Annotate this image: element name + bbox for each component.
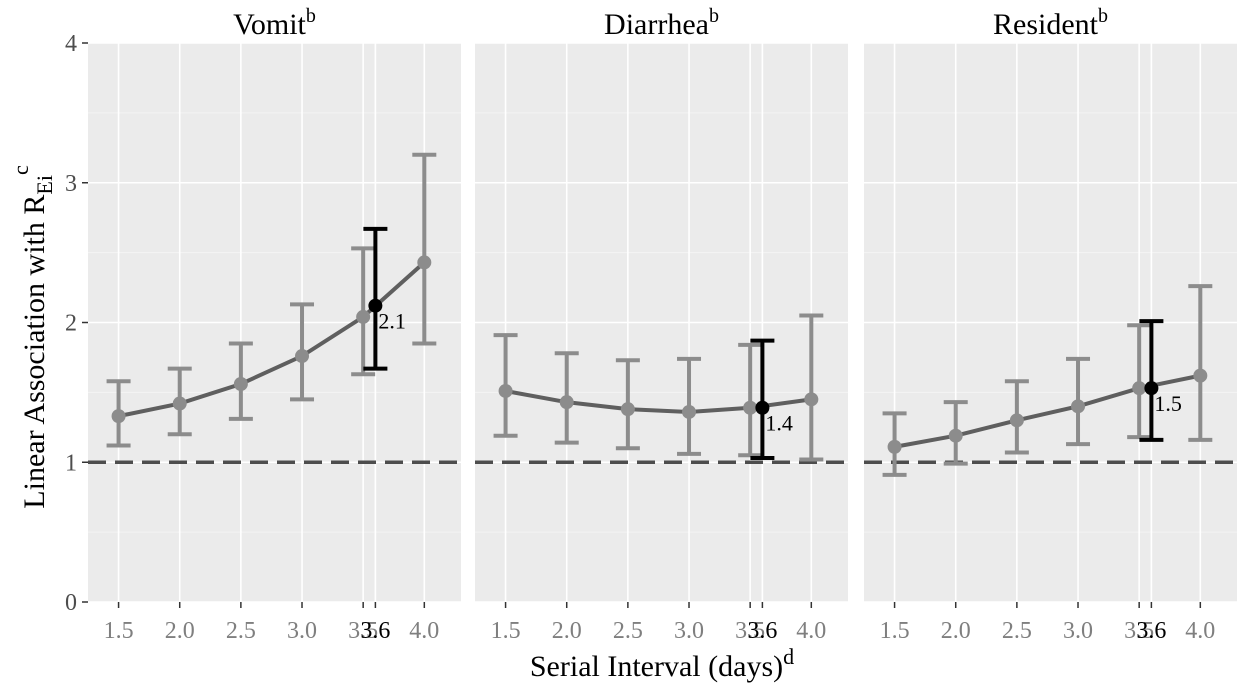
error-bar [412,152,437,346]
x-tick-label: 2.5 [226,618,256,644]
x-tick-label: 1.5 [880,618,910,644]
highlight-value-label: 2.1 [378,309,406,334]
data-point [1071,399,1086,414]
panel-vomit: 2.1 Vomitb 1.5 2.0 2.5 3.0 3.5 4.0 3.6 [88,5,461,644]
panel-title: Diarrheab [604,5,719,41]
x-tick-label: 3.5 [348,618,378,644]
panel-title-superscript: b [306,5,316,27]
highlight-value-label: 1.4 [765,411,793,436]
y-tick-label: 3 [65,171,77,197]
data-point [172,396,187,411]
data-point [1193,368,1208,383]
x-tick-label: 4.0 [1185,618,1215,644]
x-axis-title: Serial Interval (days)d [530,644,794,683]
data-point [887,439,902,454]
x-tick-label: 4.0 [796,618,826,644]
error-bar [1188,284,1213,442]
panel-resident: 1.5 Residentb 1.5 2.0 2.5 3.0 3.5 4.0 3.6 [864,5,1237,644]
data-point [743,400,758,415]
panel-title-superscript: b [1098,5,1108,27]
error-bar [738,342,763,458]
x-tick-label: 1.5 [104,618,134,644]
x-tick-label: 3.5 [1124,618,1154,644]
data-point [682,404,697,419]
y-axis-title-superscript: c [8,165,33,175]
x-tick-label: 4.0 [409,618,439,644]
highlight-point [755,400,770,415]
data-point [948,428,963,443]
data-point [111,409,126,424]
panel-title-text: Diarrhea [604,8,709,41]
data-point [1009,413,1024,428]
data-point [498,383,513,398]
panel-title-text: Vomit [233,8,306,41]
panel-title: Vomitb [233,5,316,41]
x-tick-label: 2.0 [165,618,195,644]
x-tick-label-highlight: 3.6 [1136,618,1166,644]
y-tick-label: 2 [65,311,77,337]
y-axis-title-main: Linear Association with R [18,195,51,509]
x-tick-label-highlight: 3.6 [360,618,390,644]
data-point [417,255,432,270]
panel-title-superscript: b [709,5,719,27]
data-point [233,376,248,391]
x-tick-label: 2.5 [613,618,643,644]
y-axis-title-subscript: Ei [32,175,57,195]
x-tick-label: 2.0 [552,618,582,644]
panel-title-text: Resident [993,8,1099,41]
data-point [295,349,310,364]
highlight-error-bar [1139,319,1164,442]
x-axis-title-main: Serial Interval (days) [530,650,783,683]
y-tick-label: 0 [65,590,77,616]
x-tick-label-highlight: 3.6 [747,618,777,644]
data-point [620,402,635,417]
highlight-error-bar [750,338,775,461]
x-tick-label: 3.0 [674,618,704,644]
y-tick-label: 4 [65,31,77,57]
data-point [1132,381,1147,396]
highlight-value-label: 1.5 [1154,391,1182,416]
y-tick-label: 1 [65,450,77,476]
error-bar [799,313,824,462]
data-point [356,309,371,324]
x-tick-label: 2.0 [941,618,971,644]
highlight-point [1144,381,1159,396]
x-tick-label: 3.0 [1063,618,1093,644]
y-axis-title: Linear Association with REic [8,165,57,509]
panel-title: Residentb [993,5,1108,41]
x-axis-title-superscript: d [783,644,794,669]
highlight-point [368,298,383,313]
x-tick-label: 1.5 [491,618,521,644]
x-tick-label: 3.0 [287,618,317,644]
x-tick-label: 2.5 [1002,618,1032,644]
data-point [804,392,819,407]
panel-diarrhea: 1.4 Diarrheab 1.5 2.0 2.5 3.0 3.5 4.0 3.6 [475,5,848,644]
data-point [559,395,574,410]
x-tick-label: 3.5 [735,618,765,644]
